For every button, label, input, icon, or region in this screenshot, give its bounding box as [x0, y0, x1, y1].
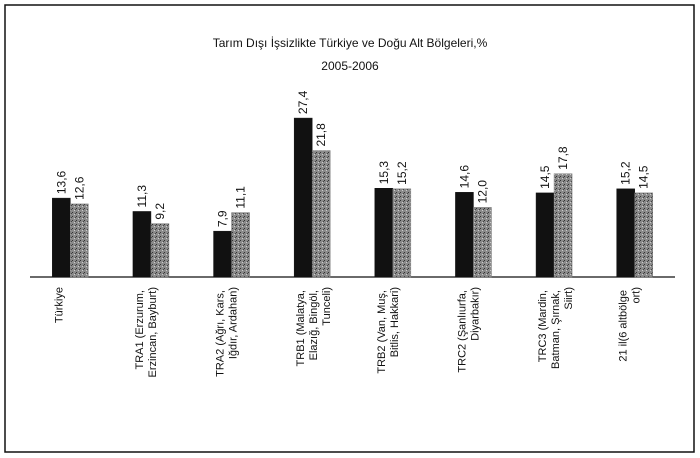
bar	[535, 192, 555, 278]
data-label: 21,8	[314, 123, 328, 147]
data-label: 14,6	[457, 165, 471, 189]
bar	[455, 192, 474, 278]
bar	[52, 197, 71, 278]
x-tick-label: TRC3 (Mardin, Batman, Şırnak, Siirt)	[537, 287, 575, 369]
bar	[616, 188, 635, 278]
data-label: 12,6	[72, 176, 86, 200]
bar	[311, 150, 331, 278]
bar	[392, 188, 412, 278]
data-label: 9,2	[153, 203, 167, 220]
data-label: 14,5	[538, 165, 552, 189]
x-tick-label: TRB2 (Van, Muş, Bitlis, Hakkari)	[376, 287, 401, 374]
data-label: 15,3	[377, 161, 391, 185]
chart-subtitle: 2005-2006	[321, 59, 379, 73]
bar	[634, 192, 653, 278]
data-label: 15,2	[619, 161, 633, 185]
data-label: 13,6	[54, 170, 68, 194]
data-label: 14,5	[637, 165, 651, 189]
x-tick-label: TRA1 (Erzurum, Erzincan, Bayburt)	[134, 287, 159, 377]
frame	[4, 4, 695, 453]
chart-title: Tarım Dışı İşsizlikte Türkiye ve Doğu Al…	[213, 36, 488, 50]
bar	[132, 211, 152, 278]
data-label: 17,8	[556, 146, 570, 170]
data-label: 15,2	[395, 161, 409, 185]
data-label: 11,3	[135, 185, 149, 208]
data-label: 12,0	[475, 180, 489, 204]
bar	[293, 117, 313, 278]
data-label: 11,1	[234, 186, 248, 209]
bar	[374, 188, 394, 278]
data-label: 7,9	[216, 210, 230, 227]
bar	[150, 223, 170, 278]
bar	[70, 203, 89, 278]
x-tick-label: TRC2 (Şanlıurfa, Diyarbakır)	[456, 287, 481, 373]
bar	[473, 207, 492, 278]
x-tick-label: TRA2 (Ağrı, Kars, Iğdır, Ardahan)	[215, 287, 240, 377]
bar	[553, 173, 573, 278]
x-tick-label: TRB1 (Malatya, Elazığ, Bingöl, Tunceli)	[295, 287, 333, 366]
x-tick-label: Türkiye	[53, 287, 65, 323]
x-tick-label: 21 il(6 altbölge ort)	[618, 287, 643, 362]
bar	[231, 212, 250, 278]
bar	[213, 230, 232, 278]
data-label: 27,4	[296, 90, 310, 114]
